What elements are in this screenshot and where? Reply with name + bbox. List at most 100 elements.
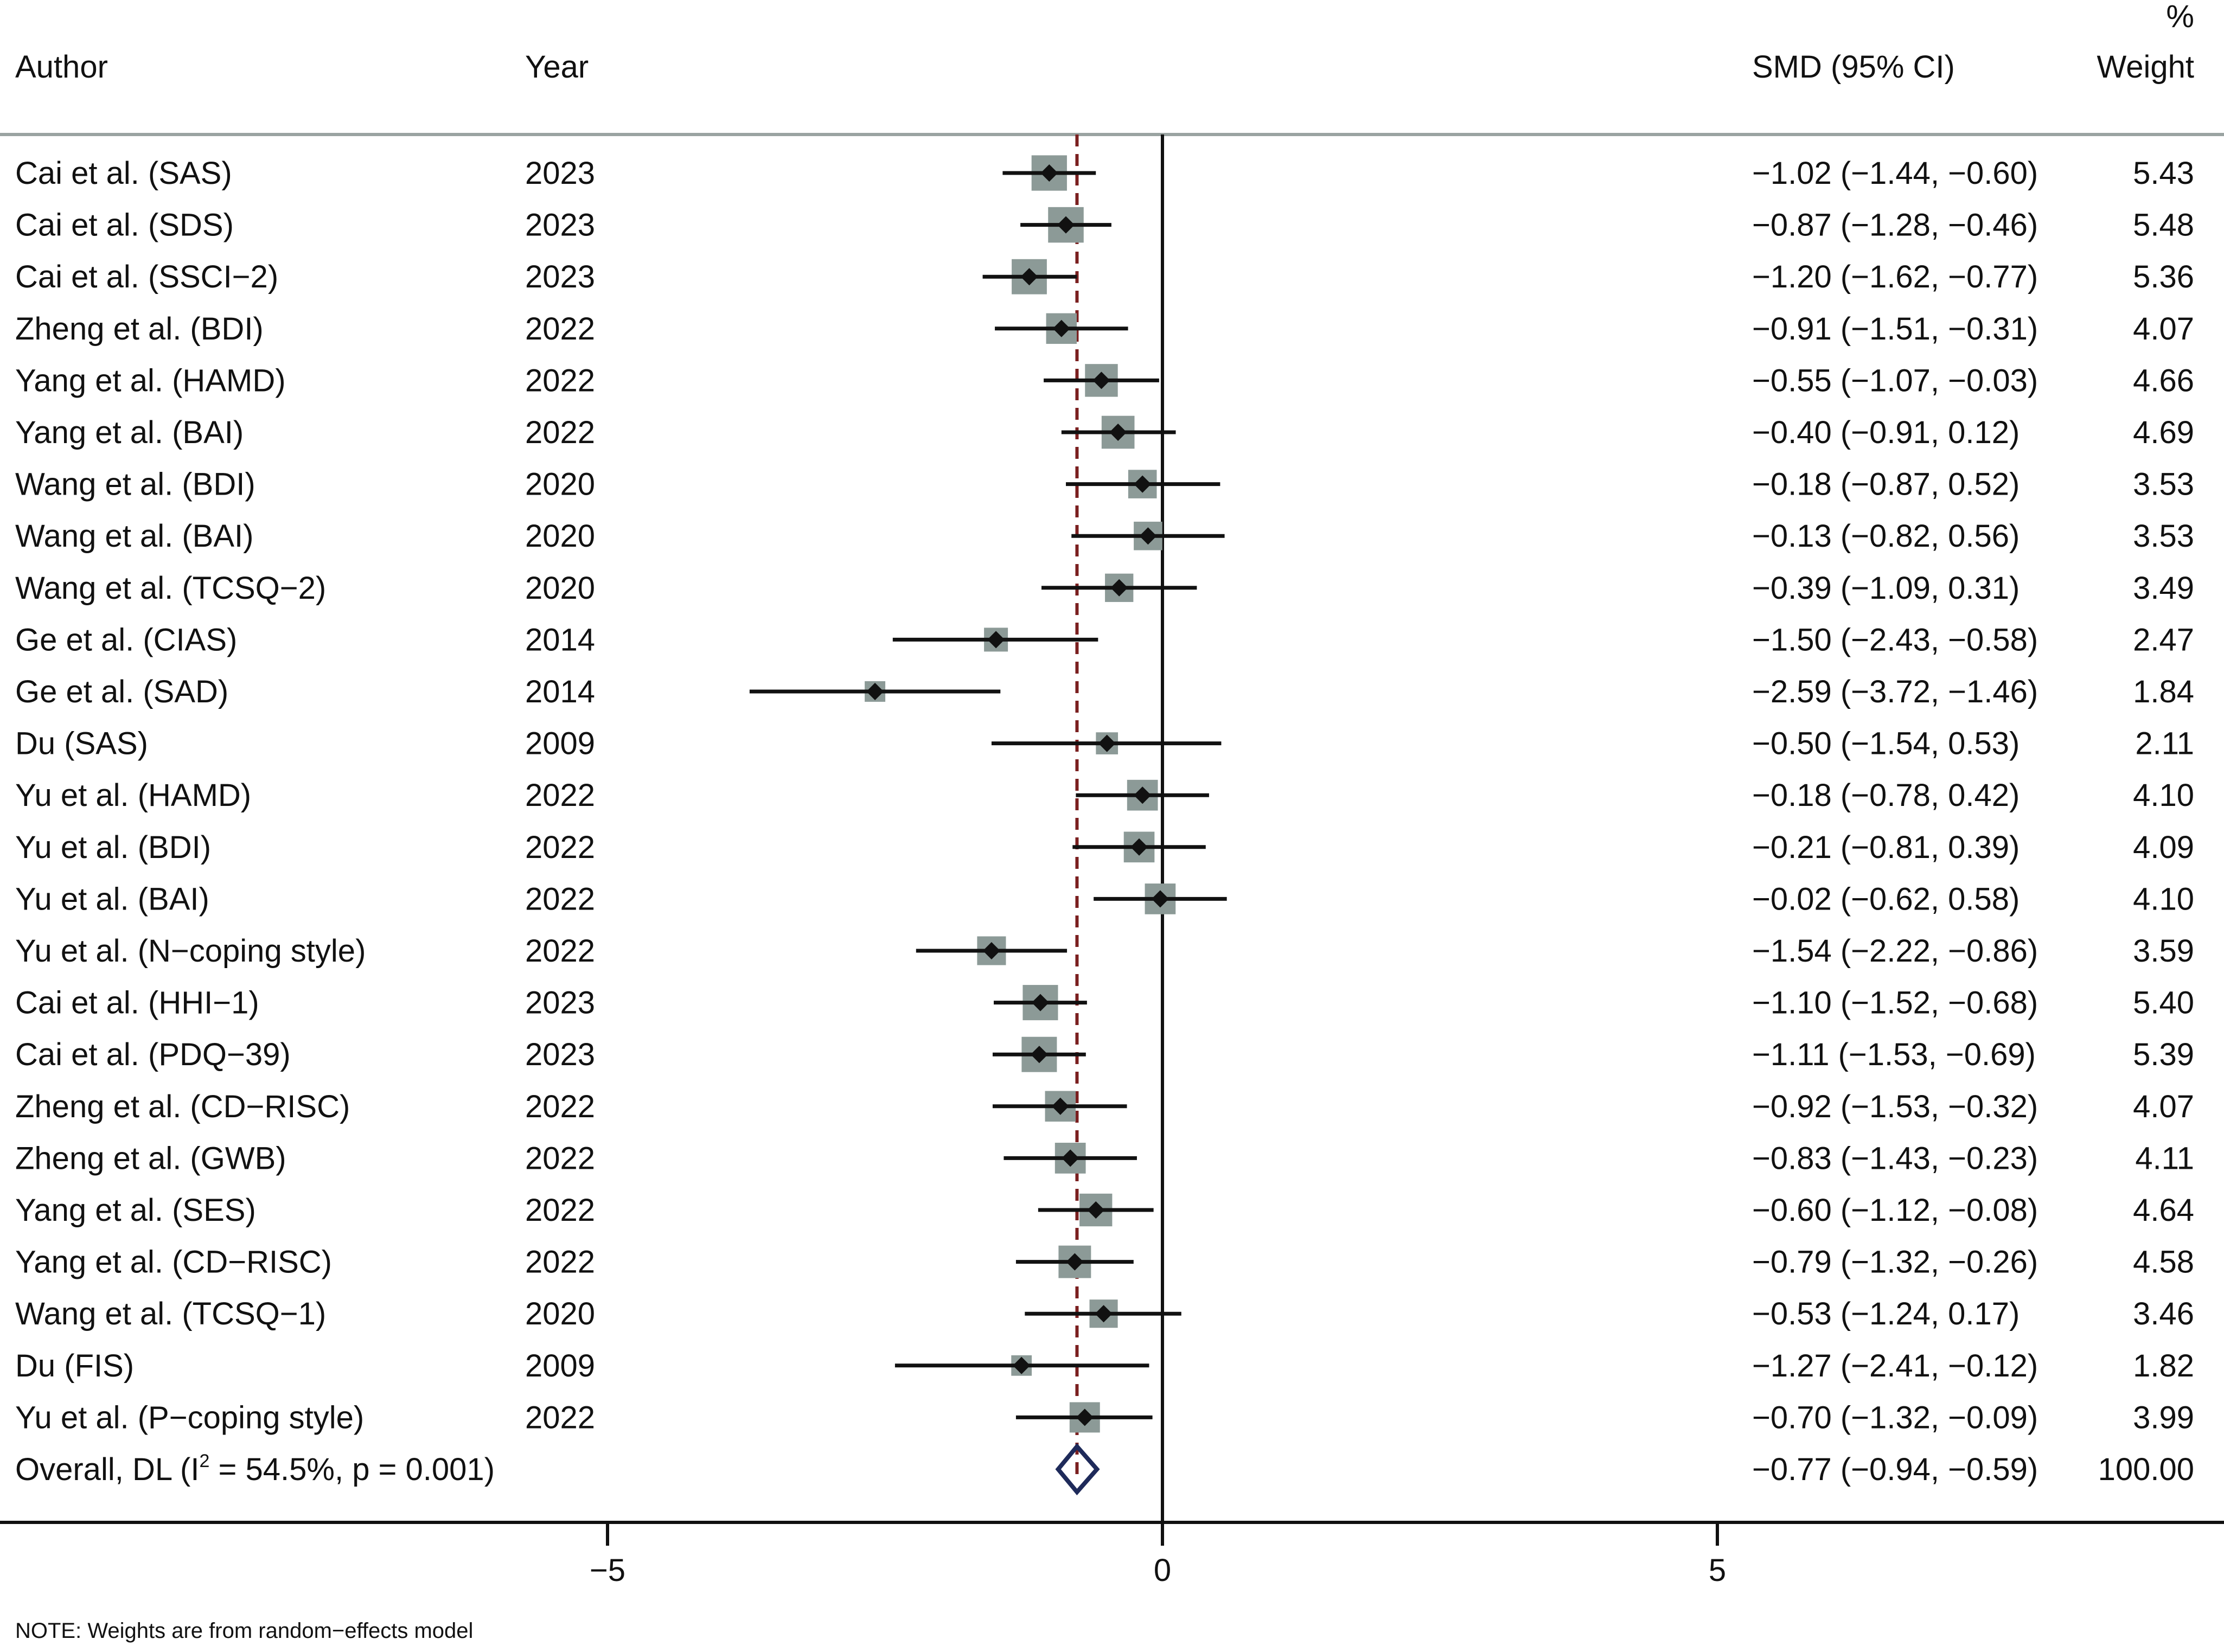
study-ci: −0.92 (−1.53, −0.32) [1752, 1089, 2038, 1124]
study-author: Cai et al. (SSCI−2) [15, 259, 278, 294]
study-year: 2022 [525, 1400, 595, 1435]
study-author: Yu et al. (BDI) [15, 830, 211, 865]
study-author: Wang et al. (TCSQ−2) [15, 571, 326, 606]
study-ci: −0.50 (−1.54, 0.53) [1752, 726, 2020, 761]
study-author: Wang et al. (TCSQ−1) [15, 1296, 326, 1331]
study-year: 2023 [525, 1037, 595, 1072]
study-author: Yu et al. (P−coping style) [15, 1400, 364, 1435]
point-estimate [1013, 1356, 1031, 1374]
study-author: Wang et al. (BDI) [15, 467, 255, 502]
study-author: Yang et al. (BAI) [15, 415, 244, 450]
study-year: 2022 [525, 830, 595, 865]
study-author: Yang et al. (HAMD) [15, 363, 286, 398]
study-year: 2022 [525, 778, 595, 813]
study-weight: 4.10 [2133, 881, 2194, 917]
point-estimate [1109, 424, 1127, 441]
study-author: Du (SAS) [15, 726, 148, 761]
study-year: 2023 [525, 208, 595, 243]
point-estimate [1110, 579, 1128, 597]
point-estimate [1031, 994, 1049, 1011]
study-year: 2022 [525, 1193, 595, 1228]
point-estimate [1076, 1408, 1094, 1426]
point-estimate [987, 631, 1005, 649]
study-weight: 4.09 [2133, 830, 2194, 865]
study-year: 2020 [525, 571, 595, 606]
point-estimate [1030, 1046, 1048, 1064]
study-ci: −0.21 (−0.81, 0.39) [1752, 830, 2020, 865]
x-tick-label: 0 [1154, 1553, 1171, 1588]
study-weight: 4.11 [2135, 1141, 2194, 1176]
study-weight: 5.36 [2133, 259, 2194, 294]
study-ci: −0.87 (−1.28, −0.46) [1752, 208, 2038, 243]
study-weight: 5.39 [2133, 1037, 2194, 1072]
study-weight: 4.07 [2133, 1089, 2194, 1124]
study-year: 2022 [525, 363, 595, 398]
study-author: Ge et al. (CIAS) [15, 622, 237, 657]
point-estimate [1151, 890, 1169, 908]
study-year: 2023 [525, 156, 595, 191]
study-author: Yu et al. (HAMD) [15, 778, 251, 813]
study-weight: 4.66 [2133, 363, 2194, 398]
study-year: 2022 [525, 311, 595, 347]
study-ci: −1.54 (−2.22, −0.86) [1752, 933, 2038, 969]
study-weight: 1.84 [2133, 674, 2194, 709]
x-tick-label: −5 [590, 1553, 625, 1588]
overall-label: Overall, DL (I2 = 54.5%, p = 0.001) [15, 1451, 495, 1487]
study-year: 2022 [525, 1141, 595, 1176]
point-estimate [1098, 734, 1116, 752]
study-author: Ge et al. (SAD) [15, 674, 228, 709]
study-author: Cai et al. (SAS) [15, 156, 232, 191]
study-ci: −1.10 (−1.52, −0.68) [1752, 985, 2038, 1021]
study-rows: Cai et al. (SAS) 2023 −1.02 (−1.44, −0.60)… [15, 156, 2194, 1487]
point-estimate [1092, 372, 1110, 389]
point-estimate [1052, 319, 1070, 337]
study-author: Du (FIS) [15, 1348, 134, 1384]
study-year: 2022 [525, 415, 595, 450]
header-smd: SMD (95% CI) [1752, 49, 1955, 85]
study-year: 2014 [525, 622, 595, 657]
study-author: Zheng et al. (BDI) [15, 311, 264, 347]
study-weight: 3.53 [2133, 518, 2194, 554]
study-year: 2009 [525, 1348, 595, 1384]
header-weight: Weight [2097, 49, 2194, 85]
study-year: 2022 [525, 1089, 595, 1124]
study-ci: −0.18 (−0.87, 0.52) [1752, 467, 2020, 502]
study-weight: 3.99 [2133, 1400, 2194, 1435]
study-year: 2020 [525, 467, 595, 502]
study-author: Cai et al. (PDQ−39) [15, 1037, 291, 1072]
study-ci: −0.39 (−1.09, 0.31) [1752, 571, 2020, 606]
study-ci: −1.27 (−2.41, −0.12) [1752, 1348, 2038, 1384]
point-estimate [1095, 1305, 1113, 1323]
study-ci: −1.02 (−1.44, −0.60) [1752, 156, 2038, 191]
study-weight: 4.69 [2133, 415, 2194, 450]
point-estimate [866, 683, 884, 700]
study-author: Yu et al. (BAI) [15, 881, 209, 917]
study-weight: 3.49 [2133, 571, 2194, 606]
study-year: 2014 [525, 674, 595, 709]
study-weight: 1.82 [2133, 1348, 2194, 1384]
x-tick-label: 5 [1709, 1553, 1726, 1588]
study-year: 2020 [525, 1296, 595, 1331]
point-estimate [1139, 527, 1157, 545]
study-ci: −1.11 (−1.53, −0.69) [1752, 1037, 2036, 1072]
study-author: Yang et al. (CD−RISC) [15, 1245, 332, 1280]
study-year: 2023 [525, 259, 595, 294]
study-ci: −0.18 (−0.78, 0.42) [1752, 778, 2020, 813]
study-weight: 4.58 [2133, 1245, 2194, 1280]
study-ci: −1.50 (−2.43, −0.58) [1752, 622, 2038, 657]
study-weight: 3.53 [2133, 467, 2194, 502]
study-weight: 2.11 [2135, 726, 2194, 761]
study-author: Cai et al. (SDS) [15, 208, 234, 243]
study-ci: −0.13 (−0.82, 0.56) [1752, 518, 2020, 554]
study-weight: 4.10 [2133, 778, 2194, 813]
header-author: Author [15, 49, 108, 85]
study-year: 2022 [525, 933, 595, 969]
point-estimate [1134, 786, 1152, 804]
study-ci: −0.83 (−1.43, −0.23) [1752, 1141, 2038, 1176]
overall-diamond [1055, 1443, 1100, 1496]
x-axis-ticks: −5 0 5 [590, 1522, 1726, 1588]
study-year: 2022 [525, 1245, 595, 1280]
overall-ci: −0.77 (−0.94, −0.59) [1752, 1452, 2038, 1487]
study-ci: −0.02 (−0.62, 0.58) [1752, 881, 2020, 917]
study-weight: 5.48 [2133, 208, 2194, 243]
